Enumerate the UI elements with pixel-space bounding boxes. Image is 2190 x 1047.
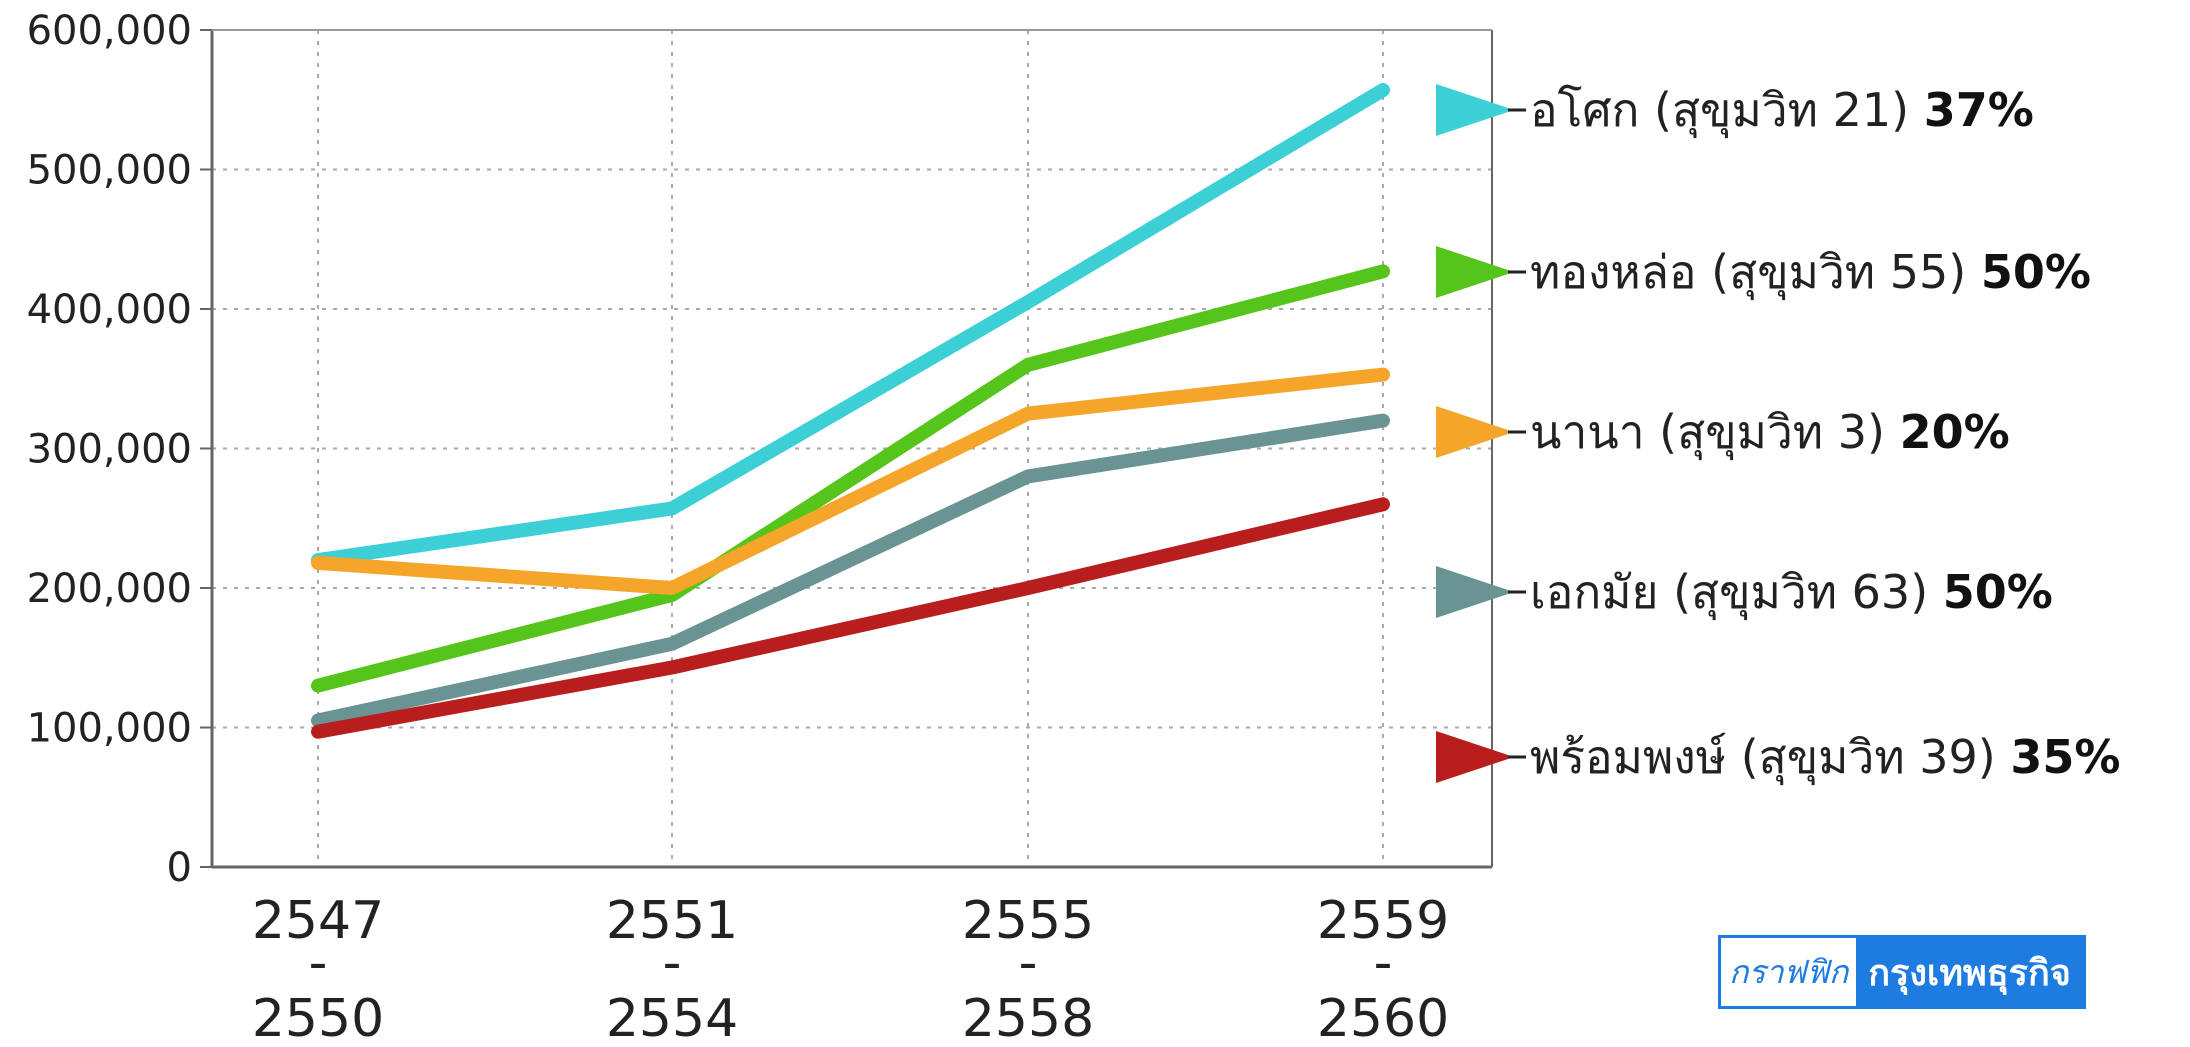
x-tick-label: 2558 xyxy=(962,989,1094,1047)
y-tick-label: 500,000 xyxy=(27,148,192,194)
legend-percent: 35% xyxy=(2010,730,2120,784)
source-badge: กราฟฟิก กรุงเทพธุรกิจ xyxy=(1718,935,2086,1009)
legend-percent: 50% xyxy=(1943,565,2053,619)
series-line xyxy=(311,413,1390,728)
series-line xyxy=(311,497,1390,739)
legend-label: พร้อมพงษ์ (สุขุมวิท 39) 35% xyxy=(1530,730,2120,786)
x-tick-separator: - xyxy=(663,933,682,993)
legend-percent: 20% xyxy=(1900,405,2010,459)
legend-label: เอกมัย (สุขุมวิท 63) 50% xyxy=(1530,565,2053,621)
grid-layer xyxy=(212,29,1492,867)
series-line xyxy=(311,367,1390,595)
y-tick-label: 200,000 xyxy=(27,566,192,612)
x-tick-label: 2554 xyxy=(606,989,738,1047)
x-tick-label: 2559 xyxy=(1317,891,1449,951)
x-tick-separator: - xyxy=(1019,933,1038,993)
x-tick-label: 2547 xyxy=(252,891,384,951)
legend-arrow-icon xyxy=(1436,246,1514,298)
legend-arrow-icon xyxy=(1436,406,1514,458)
x-tick-label: 2560 xyxy=(1317,989,1449,1047)
badge-left-text: กราฟฟิก xyxy=(1721,938,1857,1006)
legend-percent: 50% xyxy=(1981,245,2091,299)
legend-label: ทองหล่อ (สุขุมวิท 55) 50% xyxy=(1530,245,2091,301)
legend-layer: อโศก (สุขุมวิท 21) 37% ทองหล่อ (สุขุมวิท … xyxy=(1436,83,2120,786)
legend-arrow-icon xyxy=(1436,84,1514,136)
legend-arrow-icon xyxy=(1436,566,1514,618)
y-tick-label: 0 xyxy=(167,845,192,891)
x-tick-separator: - xyxy=(1374,933,1393,993)
y-tick-label: 600,000 xyxy=(27,8,192,54)
x-tick-separator: - xyxy=(309,933,328,993)
y-tick-label: 400,000 xyxy=(27,287,192,333)
axis-layer: 0 100,000 200,000 300,000 400,000 500,000 600,… xyxy=(27,8,1493,1047)
x-tick-label: 2551 xyxy=(606,891,738,951)
series-layer xyxy=(311,82,1390,739)
series-line xyxy=(311,82,1390,568)
y-tick-label: 300,000 xyxy=(27,427,192,473)
legend-label: นานา (สุขุมวิท 3) 20% xyxy=(1530,405,2010,461)
x-tick-label: 2550 xyxy=(252,989,384,1047)
legend-arrow-icon xyxy=(1436,731,1514,783)
series-line xyxy=(311,264,1390,693)
y-tick-label: 100,000 xyxy=(27,706,192,752)
x-tick-label: 2555 xyxy=(962,891,1094,951)
badge-right-text: กรุงเทพธุรกิจ xyxy=(1856,938,2083,1006)
legend-percent: 37% xyxy=(1924,83,2034,137)
legend-label: อโศก (สุขุมวิท 21) 37% xyxy=(1530,83,2034,139)
